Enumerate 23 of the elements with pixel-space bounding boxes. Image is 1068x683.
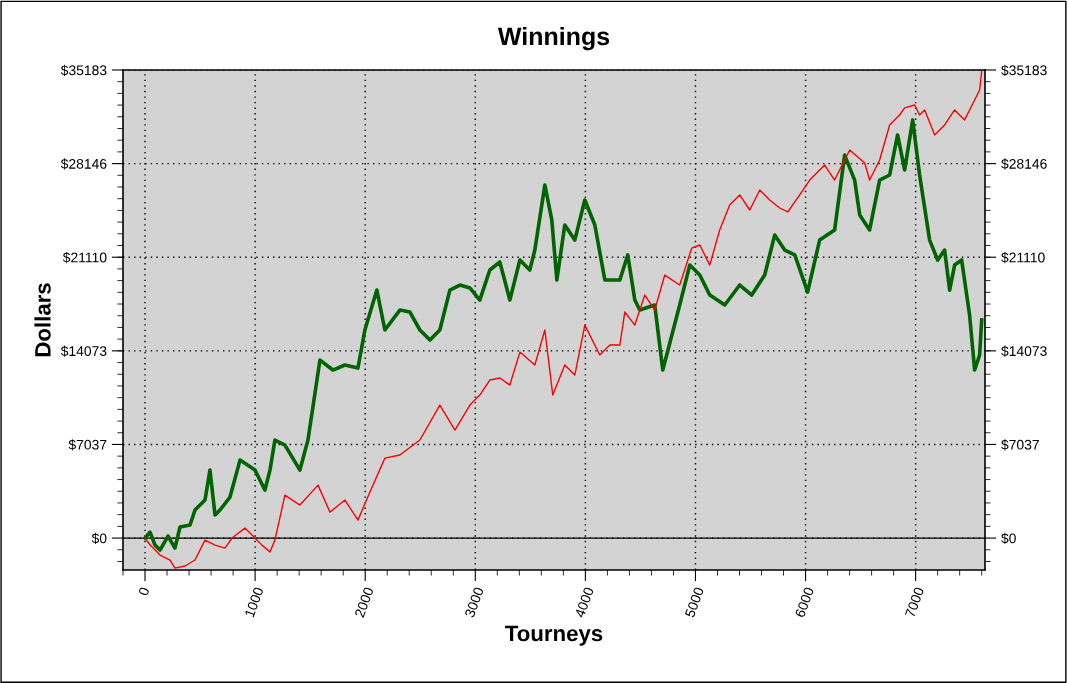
y-axis-title: Dollars: [34, 283, 51, 357]
y2-tick-label: $0: [1001, 532, 1016, 545]
y-tick-label: $35183: [60, 64, 107, 76]
y-tick-label: $28146: [60, 158, 107, 170]
x-tick-label: 6000: [794, 586, 815, 618]
y-tick-label: $21110: [62, 251, 107, 264]
x-tick-label: 3000: [464, 586, 484, 618]
x-tick-label: 5000: [684, 586, 705, 618]
x-axis-title: Tourneys: [505, 625, 603, 646]
x-tick-label: 4000: [574, 586, 594, 619]
y-tick-label: $14073: [60, 345, 107, 357]
y2-tick-label: $7037: [1001, 439, 1039, 451]
y2-tick-label: $35183: [1001, 64, 1047, 76]
x-tick-label: 0: [138, 586, 150, 597]
y2-tick-label: $28146: [1001, 158, 1047, 170]
y2-tick-label: $14073: [1001, 345, 1047, 357]
y-tick-label: $7037: [68, 439, 107, 451]
x-tick-label: 1000: [244, 586, 264, 618]
y2-tick-label: $21110: [1001, 251, 1045, 264]
chart-title: Winnings: [497, 26, 610, 51]
y-tick-label: $0: [91, 532, 107, 545]
x-tick-label: 2000: [354, 586, 374, 618]
x-tick-label: 7000: [904, 586, 925, 618]
